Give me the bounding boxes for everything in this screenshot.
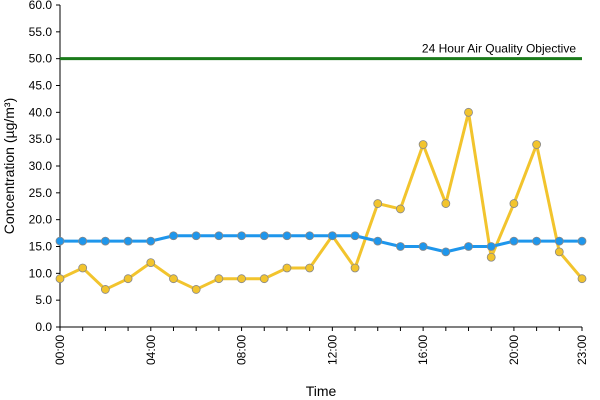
data-point: [554, 247, 564, 257]
data-point: [327, 231, 337, 241]
y-tick-label: 10.0: [29, 266, 53, 280]
data-point: [55, 274, 65, 284]
y-tick-label: 25.0: [29, 186, 53, 200]
data-point: [441, 247, 451, 257]
data-point: [486, 252, 496, 262]
data-point: [282, 263, 292, 273]
x-tick-label: 00:00: [53, 335, 67, 365]
x-tick-label: 23:00: [575, 335, 589, 365]
reference-line-label: 24 Hour Air Quality Objective: [422, 42, 576, 56]
data-point: [532, 140, 542, 149]
data-point: [464, 107, 473, 117]
y-tick-label: 55.0: [29, 25, 53, 39]
data-point: [418, 140, 428, 149]
data-point: [169, 274, 178, 284]
y-tick-label: 30.0: [29, 159, 53, 173]
data-point: [100, 285, 110, 294]
x-axis-title: Time: [306, 383, 337, 399]
data-point: [396, 242, 405, 251]
data-point: [237, 231, 246, 241]
y-tick-label: 40.0: [29, 105, 53, 119]
data-point: [191, 285, 201, 294]
data-point: [305, 263, 315, 273]
data-point: [373, 199, 383, 208]
data-point: [305, 231, 315, 241]
data-point: [78, 263, 88, 273]
x-tick-label: 04:00: [144, 335, 158, 365]
data-point: [259, 274, 269, 284]
data-point: [100, 236, 110, 246]
data-point: [123, 274, 133, 284]
data-point: [146, 236, 156, 246]
y-tick-label: 45.0: [29, 79, 53, 93]
x-tick-label: 20:00: [507, 335, 521, 365]
data-point: [350, 231, 360, 241]
data-point: [350, 263, 360, 273]
data-point: [396, 204, 405, 214]
data-point: [259, 231, 269, 241]
x-tick-label: 16:00: [416, 335, 430, 365]
y-axis-title: Concentration (µg/m³): [1, 98, 17, 234]
y-tick-label: 5.0: [35, 293, 52, 307]
data-point: [532, 236, 542, 246]
y-tick-label: 20.0: [29, 213, 53, 227]
data-point: [146, 258, 156, 268]
data-point: [464, 242, 473, 251]
data-point: [373, 236, 383, 246]
data-point: [441, 199, 451, 208]
series-line: [58, 110, 584, 291]
data-point: [486, 242, 496, 251]
data-point: [55, 236, 65, 246]
reference-layer: 24 Hour Air Quality Objective: [60, 42, 582, 61]
data-point: [509, 199, 519, 208]
x-tick-label: 08:00: [235, 335, 249, 365]
data-point: [577, 236, 587, 246]
y-tick-label: 0.0: [35, 320, 52, 334]
data-point: [509, 236, 519, 246]
axes-layer: 0.0 5.0 10.0 15.0 20.0 25.0 30.0 35.0 40.0 45.0 50…: [29, 0, 589, 365]
data-point: [237, 274, 246, 284]
series-1: [55, 231, 587, 257]
x-tick-label: 12:00: [325, 335, 339, 365]
y-tick-label: 50.0: [29, 52, 53, 66]
series-layer: [55, 107, 587, 294]
data-point: [554, 236, 564, 246]
data-point: [577, 274, 587, 284]
data-point: [191, 231, 201, 241]
data-point: [123, 236, 133, 246]
y-tick-label: 60.0: [29, 0, 53, 12]
y-tick-label: 15.0: [29, 240, 53, 254]
data-point: [282, 231, 292, 241]
data-point: [169, 231, 178, 241]
data-point: [78, 236, 88, 246]
y-tick-label: 35.0: [29, 132, 53, 146]
data-point: [418, 242, 428, 251]
data-point: [214, 231, 224, 241]
data-point: [214, 274, 224, 284]
series-0: [55, 107, 587, 294]
